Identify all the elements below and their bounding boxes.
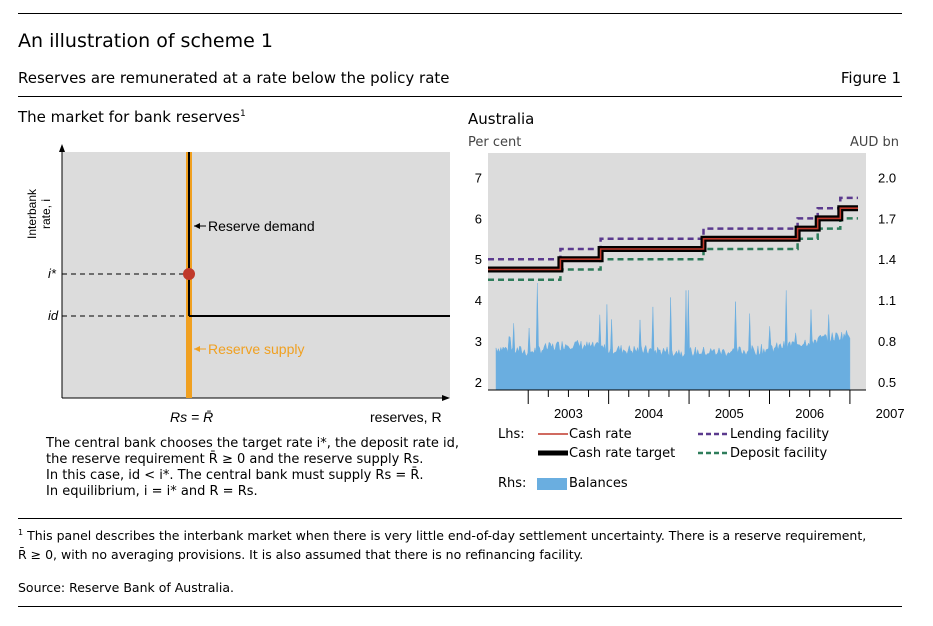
left-panel-title: The market for bank reserves1 (18, 108, 246, 126)
right-tick-label: 0.8 (878, 334, 896, 349)
footnote-rule (18, 518, 902, 519)
x-tick-label: 2005 (715, 406, 744, 421)
right-tick-label: 0.5 (878, 375, 896, 390)
top-rule (18, 13, 902, 14)
left-tick-label: 2 (475, 375, 482, 390)
caption-line-3: In this case, id < i*. The central bank … (46, 468, 424, 483)
y-axis-arrow (59, 144, 65, 152)
legend-cash-rate-target: Cash rate target (569, 446, 676, 461)
istar-label: i* (48, 266, 57, 281)
y-axis-label-2: rate, i (39, 199, 53, 229)
right-unit: AUD bn (849, 135, 899, 150)
right-tick-label: 1.7 (878, 211, 896, 226)
reserves-market-diagram: Reserve demand Reserve supply i* id Inte… (25, 144, 450, 425)
legend-balances: Balances (569, 476, 628, 491)
right-tick-label: 2.0 (878, 171, 896, 186)
legend-swatch-deposit (698, 451, 728, 455)
footnote-line-2: R̄ ≥ 0, with no averaging provisions. It… (18, 547, 584, 562)
figure-subtitle: Reserves are remunerated at a rate below… (18, 69, 450, 87)
balances-area (495, 282, 851, 391)
y-axis-label-1: Interbank (25, 188, 39, 239)
bottom-rule (18, 606, 902, 607)
legend-cash-rate: Cash rate (569, 427, 632, 442)
legend-swatch-cash-rate-target (538, 450, 568, 456)
caption-line-2: the reserve requirement R̄ ≥ 0 and the r… (46, 452, 424, 467)
lending-facility-line (488, 196, 858, 261)
left-caption: The central bank chooses the target rate… (46, 436, 459, 500)
plot-background (62, 152, 450, 398)
right-tick-label: 1.1 (878, 293, 896, 308)
legend-rhs-label: Rhs: (498, 476, 527, 491)
reserve-supply-label: Reserve supply (208, 341, 305, 357)
left-unit: Per cent (468, 135, 522, 150)
header-rule (18, 96, 902, 97)
footnote-line-1: 1 This panel describes the interbank mar… (18, 528, 867, 544)
x-axis-label: reserves, R (370, 409, 442, 425)
x-axis-arrow (442, 395, 450, 401)
caption-line-1: The central bank chooses the target rate… (46, 436, 460, 451)
reserve-demand-label: Reserve demand (208, 218, 315, 234)
source-note: Source: Reserve Bank of Australia. (18, 580, 234, 595)
left-tick-label: 3 (475, 334, 482, 349)
legend-swatch-balances (537, 478, 567, 490)
australia-chart: 2 3 4 5 6 7 0.5 0.8 1.1 1.4 1.7 2.0 2003 2004 2005 2006… (475, 153, 905, 421)
rs-label: Rs = R̄ (170, 409, 213, 425)
legend-swatch-cash-rate (538, 433, 568, 435)
figure-label: Figure 1 (840, 69, 901, 87)
equilibrium-point (183, 268, 195, 280)
cash-rate-line (488, 207, 858, 271)
legend-deposit-facility: Deposit facility (730, 446, 828, 461)
deposit-facility-line (488, 217, 858, 281)
legend-swatch-lending (698, 432, 728, 436)
left-tick-label: 6 (475, 211, 482, 226)
right-tick-label: 1.4 (878, 252, 896, 267)
legend-lending-facility: Lending facility (730, 427, 830, 442)
legend-lhs-label: Lhs: (498, 427, 525, 442)
left-tick-label: 7 (475, 171, 482, 186)
x-tick-label: 2006 (795, 406, 824, 421)
right-panel-title: Australia (468, 110, 535, 128)
x-tick-label: 2004 (634, 406, 663, 421)
id-label: id (48, 308, 59, 323)
left-tick-label: 4 (475, 293, 482, 308)
x-tick-label: 2007 (876, 406, 905, 421)
caption-line-4: In equilibrium, i = i* and R = Rs. (46, 484, 258, 499)
figure-title: An illustration of scheme 1 (18, 30, 273, 52)
left-tick-label: 5 (475, 252, 482, 267)
x-tick-label: 2003 (554, 406, 583, 421)
